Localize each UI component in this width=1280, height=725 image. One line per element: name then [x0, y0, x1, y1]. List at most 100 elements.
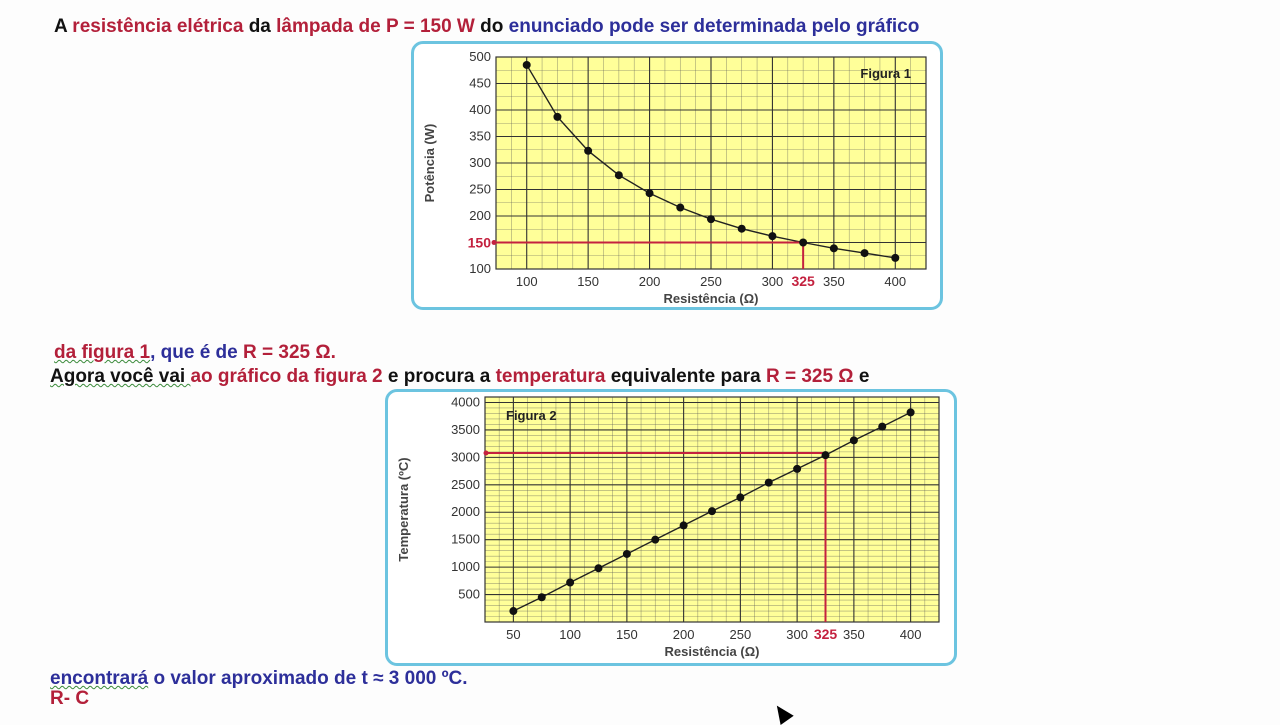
chart-1-x-tick-label: 350: [823, 274, 845, 289]
chart-figura-2-svg: 50 100 150 200 250 300 350 400 500 1000 1500 2000 25…: [396, 394, 940, 659]
chart-2-y-tick-label: 3500: [451, 422, 480, 437]
chart-2-x-tick-label: 200: [673, 627, 695, 642]
chart-2-y-tick-label: 500: [458, 587, 480, 602]
chart-2-y-tick-label: 1000: [451, 559, 480, 574]
chart-1-x-tick-label: 300: [762, 274, 784, 289]
chart-1-x-tick-label: 250: [700, 274, 722, 289]
chart-figura-1: 100 150 200 250 300 350 400 100 200 250 300 350 400 4…: [411, 41, 943, 310]
chart-2-data-point: [736, 493, 745, 502]
line1-segment-4: do: [474, 16, 509, 37]
chart-2-data-point: [622, 549, 631, 558]
line2-segment-2: R = 325 Ω.: [243, 342, 336, 363]
chart-1-x-tick-label: 200: [639, 274, 661, 289]
chart-1-data-point: [799, 238, 808, 247]
chart-2-y-axis-label: Temperatura (ºC): [396, 457, 411, 561]
chart-2-plot-border: [484, 396, 940, 623]
line2-segment-1: , que é de: [150, 342, 243, 363]
line5-segment-0: R- C: [50, 688, 90, 709]
chart-1-x-tick-label: 100: [516, 274, 538, 289]
chart-2-reference-start-dot: [483, 450, 489, 456]
chart-2-data-point: [537, 593, 546, 602]
chart-1-data-point: [768, 232, 777, 241]
line3-segment-1: ao gráfico da figura 2: [190, 366, 383, 387]
chart-1-data-point: [860, 249, 869, 258]
chart-2-data-point: [849, 436, 858, 445]
chart-1-data-point: [891, 253, 900, 262]
chart-1-y-tick-label: 450: [469, 76, 491, 91]
chart-figura-1-svg: 100 150 200 250 300 350 400 100 200 250 300 350 400 4…: [422, 49, 927, 306]
chart-1-y-tick-label: 200: [469, 208, 491, 223]
line1-segment-1: resistência elétrica: [72, 16, 244, 37]
chart-1-data-point: [829, 244, 838, 253]
chart-1-x-axis-label: Resistência (Ω): [664, 291, 759, 306]
line1-segment-5: enunciado pode ser determinada pelo gráf…: [508, 16, 920, 37]
chart-2-x-tick-label: 300: [786, 627, 808, 642]
line3-segment-5: R = 325 Ω: [765, 366, 854, 387]
chart-1-x-tick-label: 400: [884, 274, 906, 289]
line3-segment-4: equivalente para: [605, 366, 766, 387]
chart-2-data-point: [878, 422, 887, 431]
chart-2-data-point: [821, 451, 830, 460]
line4-segment-0: encontrará: [50, 668, 149, 689]
line3-segment-2: e procura a: [382, 366, 496, 387]
answer-line: R- C: [50, 688, 89, 710]
chart-2-x-tick-label: 150: [616, 627, 638, 642]
chart-1-y-axis-label: Potência (W): [422, 124, 437, 203]
chart-2-y-tick-label: 3000: [451, 449, 480, 464]
line2-segment-0: da figura 1: [54, 342, 151, 363]
chart-2-x-tick-label: 50: [506, 627, 520, 642]
chart-2-data-point: [793, 464, 802, 473]
line1-segment-3: lâmpada de P = 150 W: [276, 16, 475, 37]
chart-2-reference-x-label: 325: [814, 626, 838, 642]
chart-1-reference-start-dot: [491, 240, 497, 245]
chart-2-data-point: [764, 478, 773, 487]
chart-1-reference-x-label: 325: [791, 273, 815, 289]
chart-2-data-point: [651, 535, 660, 544]
text-line-2: da figura 1, que é de R = 325 Ω.: [54, 342, 336, 364]
chart-2-x-tick-label: 250: [730, 627, 752, 642]
chart-2-x-axis-label: Resistência (Ω): [665, 644, 760, 659]
chart-1-data-point: [737, 224, 746, 233]
chart-1-data-point: [522, 60, 531, 69]
line1-segment-0: A: [54, 16, 73, 37]
chart-1-y-tick-label: 250: [469, 182, 491, 197]
chart-2-data-point: [906, 408, 915, 417]
chart-1-x-tick-label: 150: [577, 274, 599, 289]
text-line-3: Agora você vai ao gráfico da figura 2 e …: [50, 366, 869, 388]
text-line-4: encontrará o valor aproximado de t ≈ 3 0…: [50, 668, 468, 690]
chart-2-x-tick-label: 350: [843, 627, 865, 642]
chart-2-y-tick-label: 2500: [451, 477, 480, 492]
chart-2-x-tick-label: 100: [559, 627, 581, 642]
chart-2-y-tick-label: 4000: [451, 394, 480, 409]
chart-1-data-point: [676, 203, 685, 212]
line3-segment-6: e: [853, 366, 870, 387]
chart-2-y-tick-label: 2000: [451, 504, 480, 519]
chart-2-data-point: [594, 564, 603, 573]
chart-1-y-tick-label: 100: [469, 261, 491, 276]
chart-1-y-tick-label: 350: [469, 129, 491, 144]
chart-1-data-point: [553, 112, 562, 121]
line1-segment-2: da: [243, 16, 277, 37]
chart-1-y-tick-label: 500: [469, 49, 491, 64]
chart-figura-2: 50 100 150 200 250 300 350 400 500 1000 1500 2000 25…: [385, 389, 957, 666]
chart-2-data-point: [679, 521, 688, 530]
chart-1-data-point: [645, 189, 654, 198]
chart-1-data-point: [707, 215, 715, 224]
line4-segment-1: o valor aproximado de t ≈ 3 000 ºC.: [148, 668, 468, 689]
mouse-cursor-icon: [770, 701, 794, 725]
chart-2-x-tick-label: 400: [900, 627, 922, 642]
chart-2-data-point: [509, 607, 518, 616]
chart-1-data-point: [584, 146, 593, 155]
chart-2-figure-label: Figura 2: [506, 408, 557, 423]
chart-2-y-tick-label: 1500: [451, 532, 480, 547]
chart-2-data-point: [566, 578, 575, 587]
chart-1-y-tick-label: 300: [469, 155, 491, 170]
chart-1-reference-y-label: 150: [468, 235, 492, 251]
chart-1-y-tick-label: 400: [469, 102, 491, 117]
text-line-1: A resistência elétrica da lâmpada de P =…: [54, 16, 919, 38]
chart-1-data-point: [614, 171, 623, 180]
chart-1-plot-border: [495, 56, 927, 270]
chart-2-data-point: [708, 507, 716, 516]
line3-segment-3: temperatura: [495, 366, 606, 387]
chart-1-figure-label: Figura 1: [860, 66, 911, 81]
